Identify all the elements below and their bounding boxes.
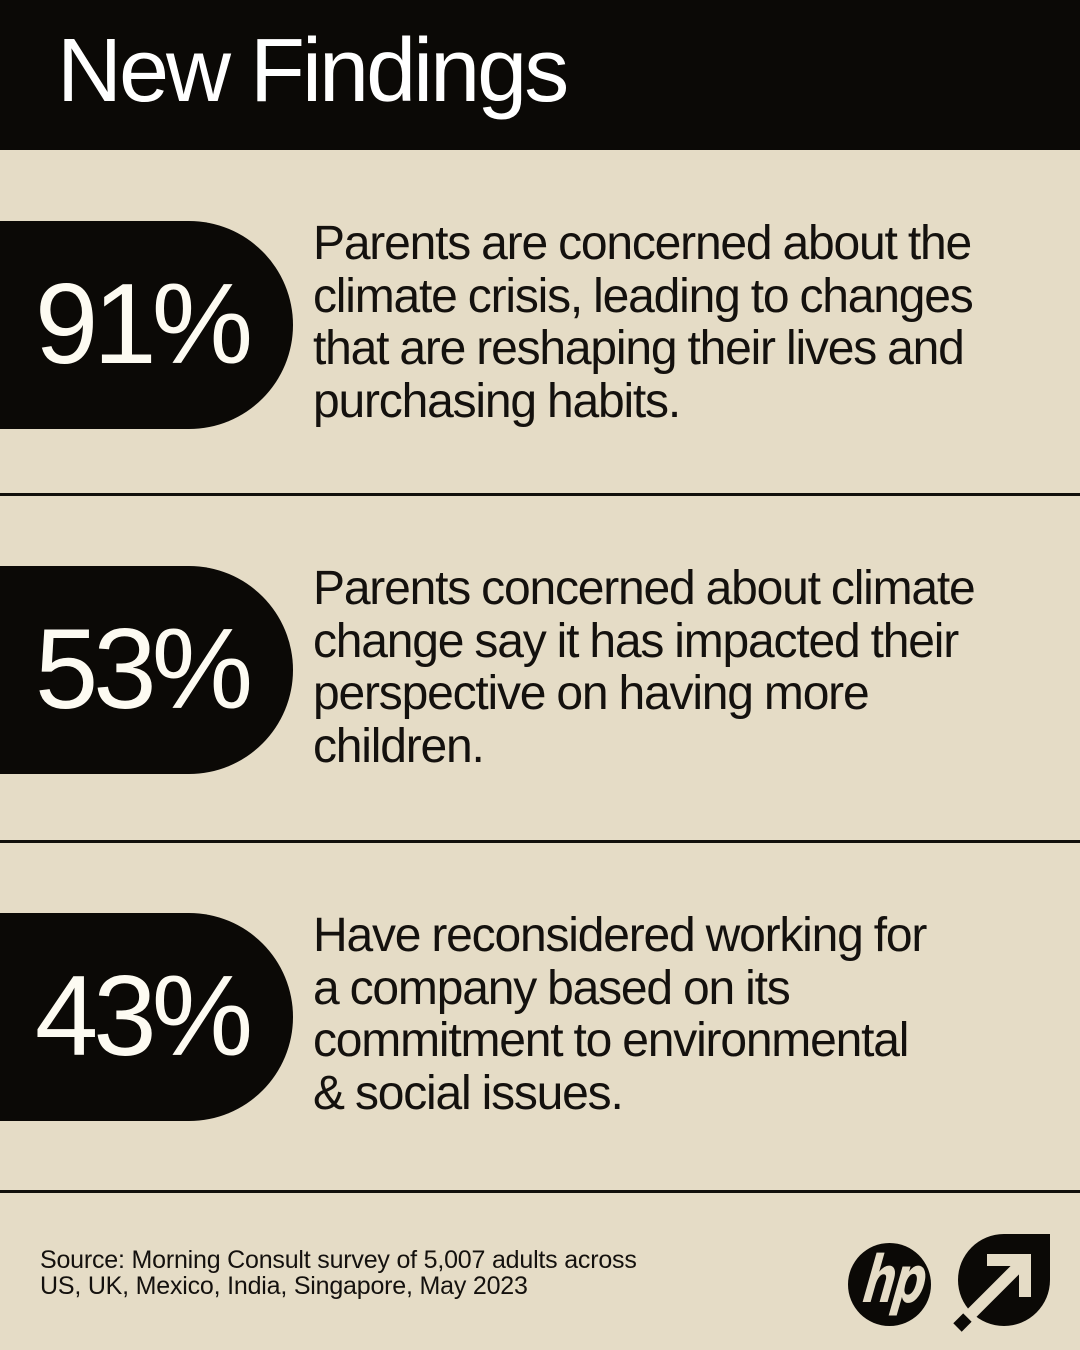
arrow-sustainability-icon <box>950 1230 1050 1332</box>
source-text: Source: Morning Consult survey of 5,007 … <box>40 1246 637 1300</box>
stat-value-2: 53% <box>34 606 253 733</box>
stat-description-1: Parents are concerned about the climate … <box>313 217 974 428</box>
footer: Source: Morning Consult survey of 5,007 … <box>0 1193 1080 1350</box>
stat-row-2: 53% Parents concerned about climate chan… <box>0 496 1080 843</box>
hp-logo-icon: hp <box>848 1243 931 1326</box>
stat-row-3: 43% Have reconsidered working for a comp… <box>0 843 1080 1193</box>
stat-value-1: 91% <box>34 261 253 388</box>
header-bar: New Findings <box>0 0 1080 150</box>
stat-description-3: Have reconsidered working for a company … <box>313 909 927 1120</box>
stat-description-2: Parents concerned about climate change s… <box>313 562 976 773</box>
stat-pill-2: 53% <box>0 566 293 774</box>
hp-logo-letters: hp <box>859 1243 931 1318</box>
stats-section: 91% Parents are concerned about the clim… <box>0 150 1080 1193</box>
stat-row-1: 91% Parents are concerned about the clim… <box>0 150 1080 496</box>
stat-pill-3: 43% <box>0 913 293 1121</box>
stat-value-3: 43% <box>34 953 253 1080</box>
stat-pill-1: 91% <box>0 221 293 429</box>
page-title: New Findings <box>57 21 569 121</box>
